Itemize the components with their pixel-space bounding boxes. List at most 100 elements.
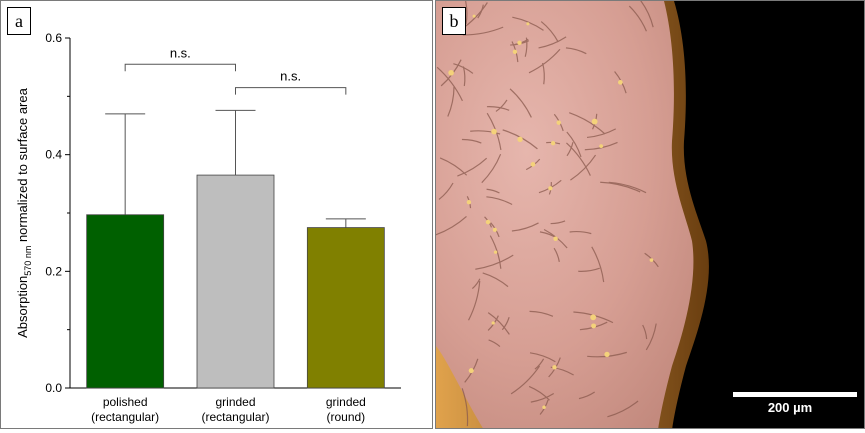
cell-nucleus: [530, 162, 536, 167]
cell-outline: [529, 352, 556, 363]
cell-outline: [640, 1, 654, 28]
cell-outline: [495, 99, 508, 112]
cell-outline: [608, 181, 647, 194]
cell-nucleus: [604, 351, 610, 357]
significance-bracket: [124, 63, 236, 72]
cell-outline: [570, 154, 597, 181]
cell-outline: [482, 272, 509, 288]
cell-outline: [462, 26, 504, 36]
panel-b-micrograph: b: [435, 0, 865, 429]
cell-nucleus: [526, 22, 530, 26]
x-tick-label: polished: [103, 395, 148, 409]
cell-outline: [529, 310, 554, 317]
y-tick-label: 0.2: [45, 264, 62, 278]
cell-outline: [524, 37, 528, 57]
x-tick-label: grinded: [215, 395, 255, 409]
bar: [196, 174, 275, 389]
panel-b-label: b: [442, 7, 466, 35]
cell-outline: [501, 317, 510, 331]
cell-outline: [512, 16, 544, 31]
cell-outline: [628, 5, 647, 32]
cell-outline: [436, 66, 463, 102]
cell-outline: [538, 36, 567, 49]
y-axis-label: Absorption570 nm normalized to surface a…: [15, 87, 33, 337]
cell-nucleus: [649, 258, 654, 262]
cell-outline: [438, 182, 454, 200]
cell-nucleus: [468, 368, 474, 374]
cell-outline: [553, 247, 560, 262]
cell-nucleus: [556, 120, 561, 125]
scale-bar-label: 200 µm: [767, 400, 813, 415]
cell-nucleus: [553, 236, 558, 241]
scale-bar: [733, 392, 857, 397]
cell-outline: [487, 312, 510, 335]
cell-nucleus: [493, 250, 498, 254]
cell-outline: [453, 63, 474, 74]
cell-nucleus: [492, 227, 497, 232]
cell-nuclei: [448, 14, 654, 409]
cell-nucleus: [517, 136, 523, 143]
x-tick-label: (rectangular): [91, 410, 159, 424]
cell-outline: [569, 230, 592, 235]
cell-outline: [591, 246, 605, 283]
cell-nucleus: [448, 69, 454, 76]
panel-a-chart: a 0.0 0.2 0.4 0.6 Absorption570 nm normalize…: [0, 0, 433, 429]
cell-nucleus: [491, 321, 495, 325]
cell-outline: [569, 112, 606, 135]
cell-outline: [471, 278, 481, 290]
cell-outline: [550, 220, 566, 225]
cell-outline: [468, 280, 481, 321]
panel-a-label: a: [7, 7, 31, 35]
cell-nucleus: [591, 323, 597, 329]
cell-outline: [486, 106, 510, 111]
cell-outline: [566, 142, 591, 176]
bar: [86, 214, 165, 389]
cell-outline: [566, 142, 574, 157]
cell-nucleus: [491, 128, 497, 135]
bar: [306, 227, 385, 389]
y-tick-label: 0.6: [45, 31, 62, 45]
cell-outline: [542, 62, 545, 85]
cell-outline: [540, 21, 559, 43]
cell-outline: [465, 1, 468, 25]
cell-nucleus: [517, 40, 522, 46]
cell-outline: [578, 267, 600, 272]
cell-outline: [461, 388, 469, 427]
cell-outline: [565, 47, 587, 55]
cell-outline: [528, 385, 550, 401]
cell-nucleus: [550, 141, 556, 146]
specimen-surface: [436, 1, 694, 428]
cell-nucleus: [552, 365, 557, 370]
x-tick-label: (rectangular): [201, 410, 269, 424]
cell-outline: [457, 157, 488, 177]
cell-outline: [566, 131, 582, 158]
significance-bracket: [235, 87, 347, 95]
cell-outline: [470, 130, 501, 135]
significance-label: n.s.: [170, 45, 191, 60]
cell-nucleus: [485, 219, 491, 225]
cell-outline: [511, 222, 539, 232]
y-tick-label: 0.4: [45, 148, 62, 162]
cell-outline: [600, 181, 641, 193]
cell-nucleus: [599, 144, 604, 149]
cell-outline: [489, 235, 502, 269]
cell-outline: [510, 365, 541, 395]
cell-nucleus: [512, 49, 518, 54]
cell-outline: [578, 391, 596, 400]
cell-outline: [488, 339, 501, 347]
cell-nucleus: [590, 314, 597, 321]
cell-outline: [486, 196, 513, 206]
x-tick-label: grinded: [326, 395, 366, 409]
cell-nucleus: [548, 186, 553, 191]
cell-outline: [645, 323, 657, 351]
significance-label: n.s.: [280, 69, 301, 84]
cell-outline: [528, 48, 561, 74]
cell-outline: [530, 393, 555, 403]
cell-outline: [607, 400, 639, 418]
cell-nucleus: [472, 14, 476, 18]
cell-outline: [481, 153, 502, 184]
bar-chart: 0.0 0.2 0.4 0.6 Absorption570 nm normalized …: [15, 31, 401, 424]
cell-outline: [642, 324, 648, 340]
cell-nucleus: [617, 80, 623, 85]
cell-nucleus: [591, 118, 598, 125]
